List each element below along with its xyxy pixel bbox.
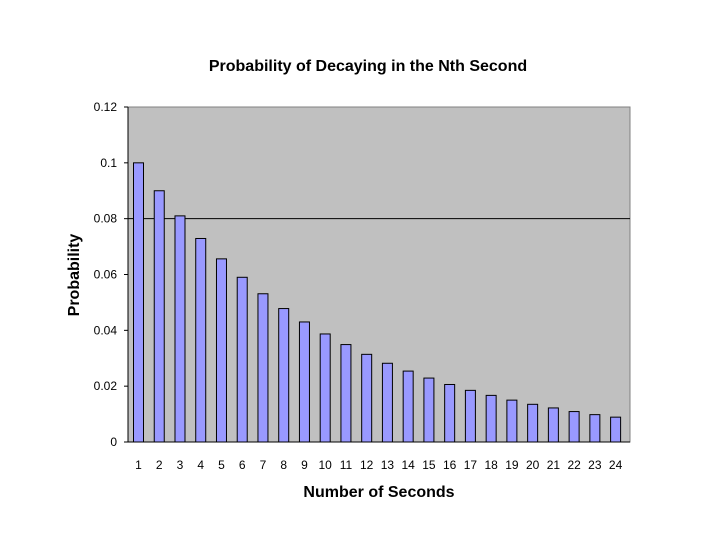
x-tick-label: 16 xyxy=(443,458,457,472)
x-tick-label: 10 xyxy=(319,458,333,472)
x-tick-label: 6 xyxy=(239,458,246,472)
y-tick-label: 0.12 xyxy=(94,100,118,114)
x-tick-label: 13 xyxy=(381,458,395,472)
bar xyxy=(319,333,331,443)
bar xyxy=(174,215,186,443)
x-tick-label: 12 xyxy=(360,458,374,472)
x-tick-label: 5 xyxy=(218,458,225,472)
y-tick-label: 0.04 xyxy=(94,323,118,337)
x-tick-label: 24 xyxy=(609,458,623,472)
x-tick-label: 2 xyxy=(156,458,163,472)
bar xyxy=(568,411,580,443)
x-tick-label: 20 xyxy=(526,458,540,472)
y-tick-label: 0 xyxy=(110,435,117,449)
bar xyxy=(527,403,539,443)
bar xyxy=(215,258,227,443)
bar xyxy=(464,389,476,443)
x-tick-label: 23 xyxy=(588,458,602,472)
bar xyxy=(547,407,559,443)
x-tick-label: 19 xyxy=(505,458,519,472)
bar xyxy=(236,276,248,443)
bar xyxy=(589,414,601,443)
bar xyxy=(485,394,497,443)
y-axis-ticks: 0 0.02 0.04 0.06 0.08 0.1 0.12 xyxy=(94,100,128,449)
bar xyxy=(298,321,310,443)
x-axis-title: Number of Seconds xyxy=(303,484,454,501)
x-tick-label: 15 xyxy=(422,458,436,472)
bar xyxy=(340,344,352,443)
x-tick-label: 3 xyxy=(177,458,184,472)
bar xyxy=(423,377,435,443)
bar xyxy=(195,237,207,443)
x-axis-ticks: 1 2 3 4 5 6 7 8 9 10 11 12 13 14 15 16 17 18 19 20 21 22 23 24 xyxy=(135,458,622,472)
bar xyxy=(133,162,144,443)
x-tick-label: 18 xyxy=(484,458,498,472)
x-tick-label: 22 xyxy=(567,458,581,472)
x-tick-label: 21 xyxy=(547,458,561,472)
x-tick-label: 14 xyxy=(401,458,415,472)
x-tick-label: 11 xyxy=(340,458,353,472)
bar xyxy=(361,353,373,443)
x-tick-label: 17 xyxy=(464,458,478,472)
x-tick-label: 9 xyxy=(301,458,308,472)
bars xyxy=(133,162,622,443)
x-tick-label: 8 xyxy=(280,458,287,472)
bar xyxy=(153,190,165,443)
bar xyxy=(610,416,622,443)
bar xyxy=(278,308,290,443)
x-tick-label: 1 xyxy=(135,458,142,472)
y-tick-label: 0.02 xyxy=(94,379,118,393)
x-tick-label: 4 xyxy=(197,458,204,472)
bar xyxy=(381,362,393,443)
bar xyxy=(402,370,414,443)
x-tick-label: 7 xyxy=(260,458,267,472)
bar xyxy=(506,399,518,443)
y-tick-label: 0.06 xyxy=(94,268,118,282)
y-tick-label: 0.1 xyxy=(100,156,117,170)
y-tick-label: 0.08 xyxy=(94,212,118,226)
bar xyxy=(257,293,269,443)
chart-title: Probability of Decaying in the Nth Secon… xyxy=(209,58,527,75)
bar xyxy=(444,383,456,443)
y-axis-title: Probability xyxy=(66,234,83,317)
plot-area xyxy=(127,106,631,443)
